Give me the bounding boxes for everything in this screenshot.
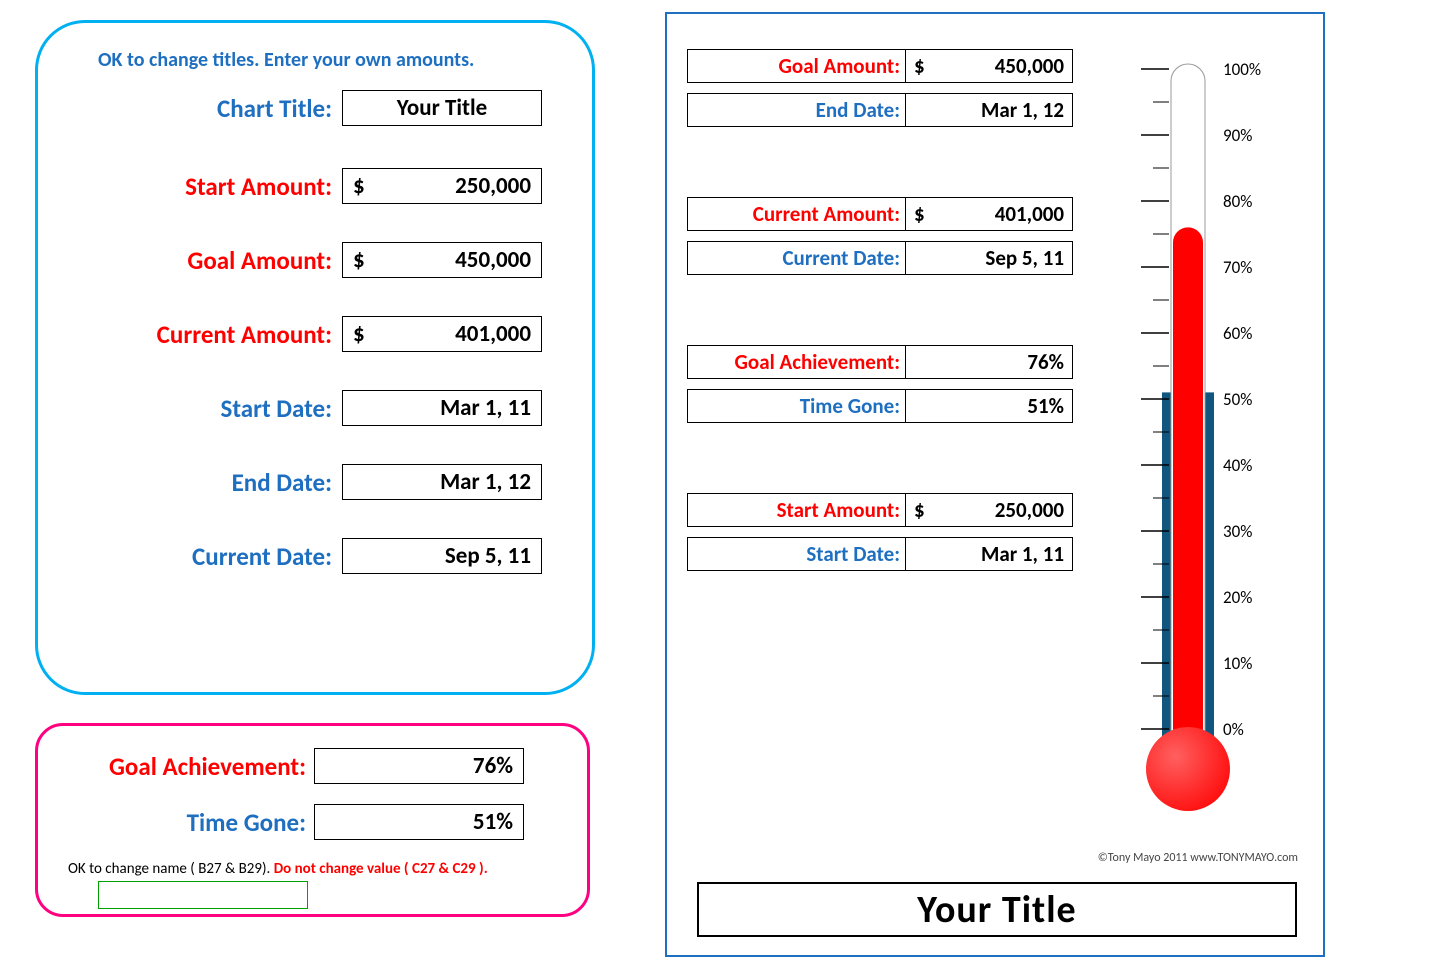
- inputs-box: OK to change titles. Enter your own amou…: [35, 20, 595, 695]
- thermometer: 0% 10% 20% 30% 40% 50% 60% 70% 80% 90% 100%: [1088, 49, 1298, 829]
- end-date-input[interactable]: Mar 1, 12: [342, 464, 542, 500]
- goal-amount-row: Goal Amount: $450,000: [68, 242, 562, 278]
- current-amount-row: Current Amount: $401,000: [68, 316, 562, 352]
- results-footnote: OK to change name ( B27 & B29). Do not c…: [68, 860, 557, 878]
- chart-start-amount-value: $250,000: [905, 493, 1073, 527]
- chart-goal-achievement-label: Goal Achievement:: [687, 345, 905, 379]
- chart-goal-amount-value: $450,000: [905, 49, 1073, 83]
- svg-text:90%: 90%: [1223, 125, 1252, 146]
- chart-start-date-row: Start Date: Mar 1, 11: [687, 537, 1077, 571]
- svg-text:70%: 70%: [1223, 257, 1252, 278]
- svg-text:20%: 20%: [1223, 587, 1252, 608]
- time-gone-row: Time Gone: 51%: [68, 804, 557, 840]
- svg-text:10%: 10%: [1223, 653, 1252, 674]
- chart-time-gone-row: Time Gone: 51%: [687, 389, 1077, 423]
- green-selection-box: [98, 881, 308, 909]
- chart-goal-achievement-row: Goal Achievement: 76%: [687, 345, 1077, 379]
- goal-achievement-row: Goal Achievement: 76%: [68, 748, 557, 784]
- current-date-input[interactable]: Sep 5, 11: [342, 538, 542, 574]
- time-gone-value: 51%: [314, 804, 524, 840]
- svg-text:30%: 30%: [1223, 521, 1252, 542]
- chart-start-date-value: Mar 1, 11: [905, 537, 1073, 571]
- chart-current-amount-row: Current Amount: $401,000: [687, 197, 1077, 231]
- chart-goal-amount-label: Goal Amount:: [687, 49, 905, 83]
- chart-current-amount-value: $401,000: [905, 197, 1073, 231]
- chart-start-amount-row: Start Amount: $250,000: [687, 493, 1077, 527]
- end-date-label: End Date:: [232, 467, 332, 498]
- goal-amount-input[interactable]: $450,000: [342, 242, 542, 278]
- left-panel: OK to change titles. Enter your own amou…: [35, 20, 615, 917]
- current-date-row: Current Date: Sep 5, 11: [68, 538, 562, 574]
- svg-text:80%: 80%: [1223, 191, 1252, 212]
- chart-title-input[interactable]: Your Title: [342, 90, 542, 126]
- start-date-row: Start Date: Mar 1, 11: [68, 390, 562, 426]
- time-gone-label: Time Gone:: [68, 807, 306, 838]
- chart-current-date-row: Current Date: Sep 5, 11: [687, 241, 1077, 275]
- chart-data-column: Goal Amount: $450,000 End Date: Mar 1, 1…: [687, 49, 1077, 581]
- chart-start-amount-label: Start Amount:: [687, 493, 905, 527]
- svg-text:100%: 100%: [1223, 59, 1261, 80]
- goal-achievement-value: 76%: [314, 748, 524, 784]
- goal-achievement-label: Goal Achievement:: [68, 751, 306, 782]
- copyright: ©Tony Mayo 2011 www.TONYMAYO.com: [1098, 851, 1298, 865]
- start-date-label: Start Date:: [221, 393, 333, 424]
- chart-current-amount-label: Current Amount:: [687, 197, 905, 231]
- chart-title-row: Chart Title: Your Title: [68, 90, 562, 126]
- svg-text:0%: 0%: [1223, 719, 1244, 740]
- chart-goal-amount-row: Goal Amount: $450,000: [687, 49, 1077, 83]
- current-amount-input[interactable]: $401,000: [342, 316, 542, 352]
- chart-current-date-label: Current Date:: [687, 241, 905, 275]
- chart-start-date-label: Start Date:: [687, 537, 905, 571]
- start-amount-input[interactable]: $250,000: [342, 168, 542, 204]
- chart-current-date-value: Sep 5, 11: [905, 241, 1073, 275]
- current-amount-label: Current Amount:: [157, 319, 332, 350]
- chart-time-gone-label: Time Gone:: [687, 389, 905, 423]
- chart-time-gone-value: 51%: [905, 389, 1073, 423]
- chart-panel: Goal Amount: $450,000 End Date: Mar 1, 1…: [665, 12, 1325, 957]
- start-date-input[interactable]: Mar 1, 11: [342, 390, 542, 426]
- chart-title-label: Chart Title:: [217, 93, 332, 124]
- results-box: Goal Achievement: 76% Time Gone: 51% OK …: [35, 723, 590, 917]
- chart-goal-achievement-value: 76%: [905, 345, 1073, 379]
- inputs-header: OK to change titles. Enter your own amou…: [68, 48, 562, 72]
- start-amount-row: Start Amount: $250,000: [68, 168, 562, 204]
- end-date-row: End Date: Mar 1, 12: [68, 464, 562, 500]
- chart-end-date-value: Mar 1, 12: [905, 93, 1073, 127]
- thermometer-svg: 0% 10% 20% 30% 40% 50% 60% 70% 80% 90% 100%: [1088, 49, 1298, 839]
- chart-end-date-row: End Date: Mar 1, 12: [687, 93, 1077, 127]
- svg-text:40%: 40%: [1223, 455, 1252, 476]
- svg-text:60%: 60%: [1223, 323, 1252, 344]
- chart-end-date-label: End Date:: [687, 93, 905, 127]
- current-date-label: Current Date:: [192, 541, 332, 572]
- start-amount-label: Start Amount:: [185, 171, 332, 202]
- chart-title-display: Your Title: [697, 882, 1297, 937]
- svg-text:50%: 50%: [1223, 389, 1252, 410]
- goal-amount-label: Goal Amount:: [187, 245, 332, 276]
